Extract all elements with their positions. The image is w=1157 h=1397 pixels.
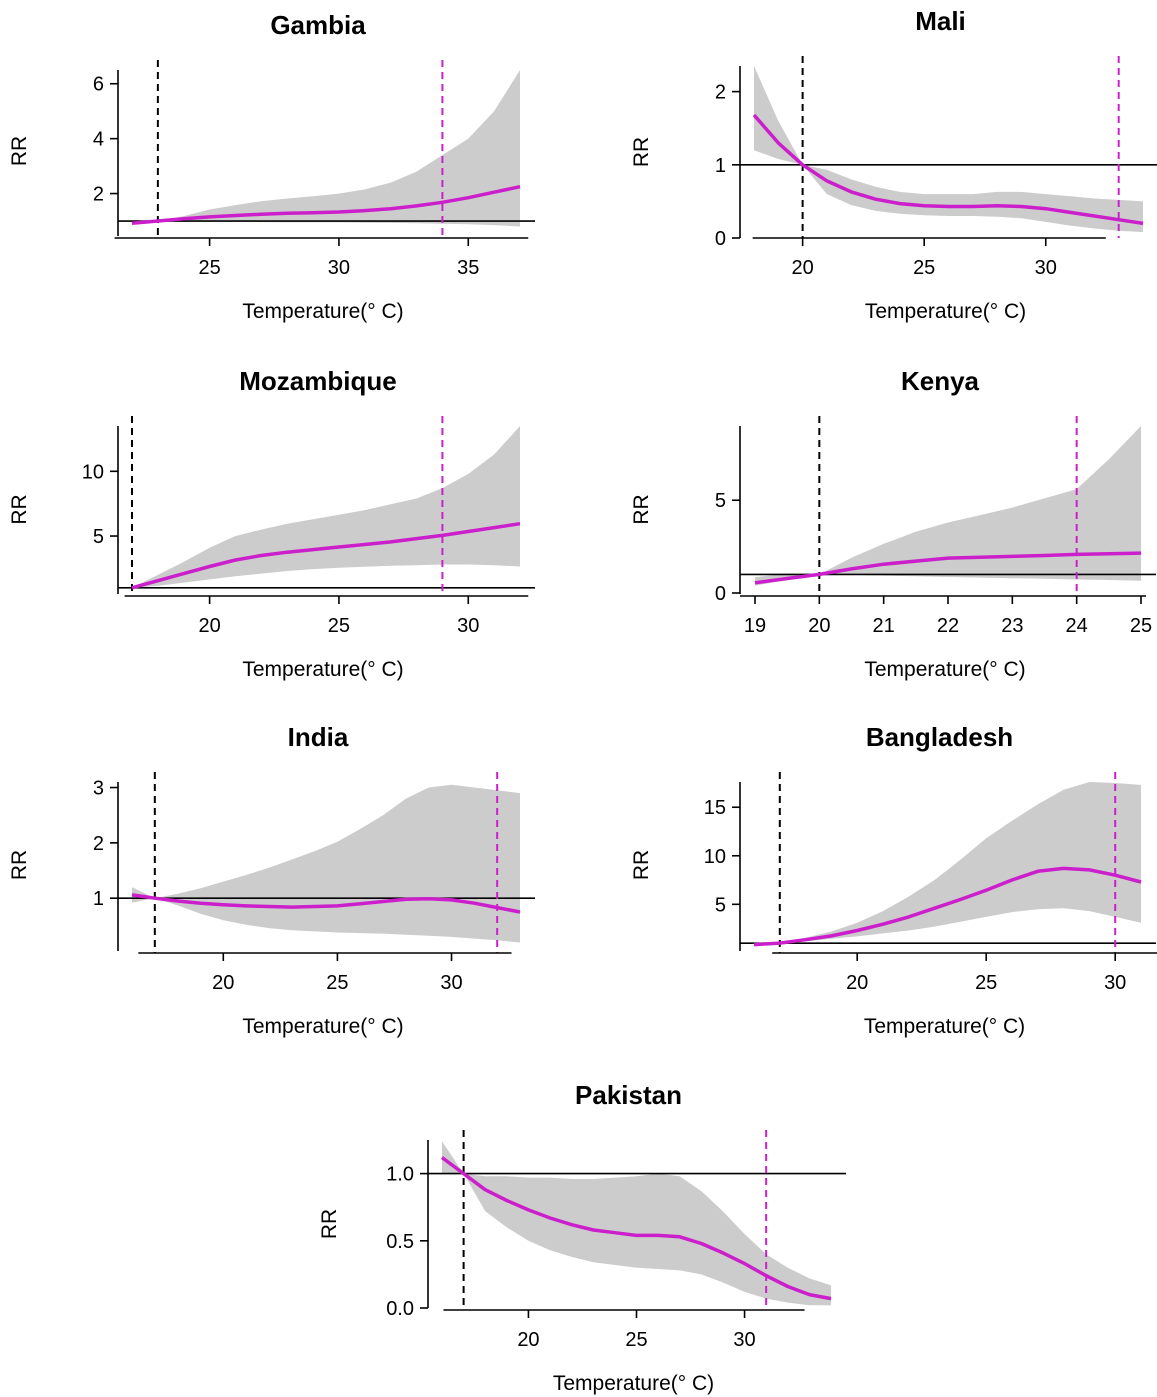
panel-mali: 20 25 30 0 1 2 Mali Temperature(° C) RR: [630, 6, 1157, 323]
x-tick-label: 25: [975, 972, 997, 994]
x-tick-label: 20: [517, 1329, 539, 1351]
x-axis-label: Temperature(° C): [242, 658, 403, 681]
rr-curve: [753, 866, 1142, 947]
confidence-band: [754, 782, 1141, 946]
panel-title: Pakistan: [575, 1080, 682, 1110]
y-tick-label: 1.0: [386, 1164, 414, 1186]
y-tick-label: 6: [93, 74, 104, 96]
x-tick-label: 30: [328, 257, 350, 279]
panel-title: Mali: [915, 6, 966, 36]
x-tick-label: 19: [744, 615, 766, 637]
x-tick-label: 20: [792, 257, 814, 279]
x-tick-label: 25: [328, 615, 350, 637]
rr-curve: [754, 551, 1142, 585]
panel-title: Kenya: [901, 366, 980, 396]
x-tick-label: 21: [873, 615, 895, 637]
x-axis-label: Temperature(° C): [242, 300, 403, 323]
y-tick-label: 2: [93, 833, 104, 855]
rr-curve: [752, 113, 1144, 226]
x-tick-label: 25: [625, 1329, 647, 1351]
x-axis-label: Temperature(° C): [864, 658, 1025, 681]
y-tick-label: 4: [93, 129, 104, 151]
x-axis-label: Temperature(° C): [242, 1015, 403, 1038]
x-tick-label: 20: [212, 972, 234, 994]
y-axis-label: RR: [630, 850, 653, 880]
x-tick-label: 20: [846, 972, 868, 994]
y-tick-label: 5: [715, 894, 726, 916]
x-tick-label: 30: [733, 1329, 755, 1351]
y-tick-label: 5: [93, 526, 104, 548]
x-tick-label: 30: [1035, 257, 1057, 279]
x-tick-label: 30: [457, 615, 479, 637]
panel-bangladesh: 20 25 30 5 10 15 Bangladesh Temperature(° C) RR: [630, 722, 1157, 1038]
x-tick-label: 30: [1104, 972, 1126, 994]
panel-gambia: 25 30 35 2 4 6 Gambia Temperature(° C) RR: [8, 10, 535, 323]
x-axis-label: Temperature(° C): [553, 1372, 714, 1395]
x-tick-label: 22: [937, 615, 959, 637]
y-tick-label: 0: [715, 228, 726, 250]
y-tick-label: 2: [93, 184, 104, 206]
x-tick-label: 24: [1066, 615, 1088, 637]
y-tick-label: 10: [82, 461, 104, 483]
x-tick-label: 35: [457, 257, 479, 279]
panel-india: 20 25 30 1 2 3 India Temperature(° C) RR: [8, 722, 535, 1038]
panel-title: India: [288, 722, 349, 752]
y-axis-label: RR: [8, 494, 31, 524]
y-tick-label: 3: [93, 778, 104, 800]
panel-mozambique: 20 25 30 5 10 Mozambique Temperature(° C) RR: [8, 366, 535, 681]
panel-kenya: 19 20 21 22 23 24 25 0 5 Kenya Temperature(° C) RR: [630, 366, 1156, 681]
x-axis-label: Temperature(° C): [864, 1015, 1025, 1038]
confidence-band: [132, 70, 520, 227]
x-tick-label: 23: [1001, 615, 1023, 637]
y-tick-label: 2: [715, 82, 726, 104]
y-axis-label: RR: [8, 850, 31, 880]
y-tick-label: 15: [704, 797, 726, 819]
x-tick-label: 20: [198, 615, 220, 637]
x-tick-label: 20: [808, 615, 830, 637]
confidence-band: [132, 426, 520, 588]
y-tick-label: 10: [704, 846, 726, 868]
y-tick-label: 1: [93, 888, 104, 910]
confidence-band: [132, 784, 520, 943]
x-tick-label: 25: [198, 257, 220, 279]
rr-curve: [131, 521, 521, 590]
x-tick-label: 25: [326, 972, 348, 994]
x-tick-label: 30: [440, 972, 462, 994]
panel-title: Mozambique: [239, 366, 396, 396]
y-axis-label: RR: [630, 494, 653, 524]
x-tick-label: 25: [913, 257, 935, 279]
y-axis-label: RR: [630, 137, 653, 167]
y-tick-label: 0.5: [386, 1231, 414, 1253]
y-tick-label: 0.0: [386, 1298, 414, 1320]
confidence-band: [442, 1141, 831, 1306]
y-tick-label: 5: [715, 490, 726, 512]
panel-title: Bangladesh: [866, 722, 1013, 752]
rr-curve: [440, 1156, 832, 1301]
panel-title: Gambia: [270, 10, 366, 40]
x-tick-label: 25: [1130, 615, 1152, 637]
rr-curve: [131, 893, 521, 914]
y-tick-label: 1: [715, 155, 726, 177]
panel-pakistan: 20 25 30 0.0 0.5 1.0 Pakistan Temperature(° C) R…: [318, 1080, 846, 1395]
y-axis-label: RR: [8, 136, 31, 166]
y-axis-label: RR: [318, 1209, 341, 1239]
y-tick-label: 0: [715, 583, 726, 605]
x-axis-label: Temperature(° C): [865, 300, 1026, 323]
confidence-band: [755, 426, 1141, 586]
rr-curve: [131, 184, 521, 225]
